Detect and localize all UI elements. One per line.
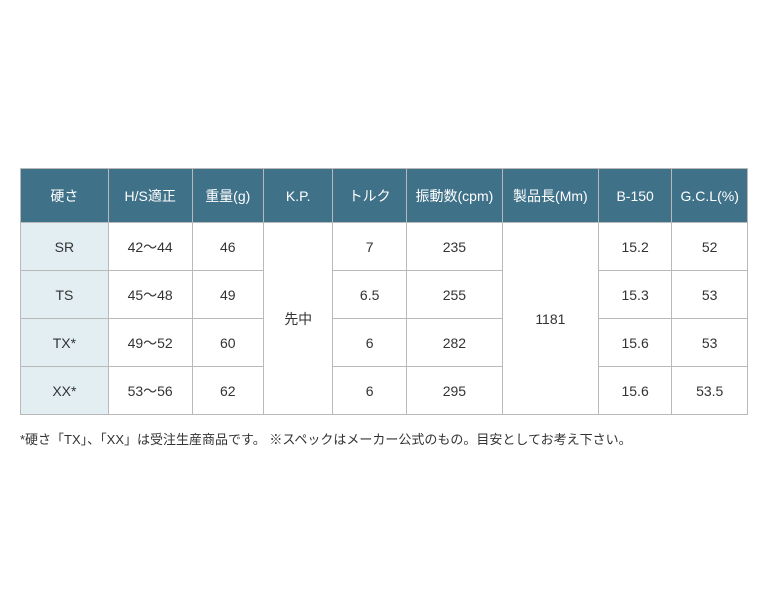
spec-table: 硬さ H/S適正 重量(g) K.P. トルク 振動数(cpm) 製品長(Mm)… — [20, 168, 748, 415]
cell-weight: 49 — [192, 271, 263, 319]
cell-hardness: TS — [21, 271, 109, 319]
footnote: *硬さ「TX」、「XX」は受注生産商品です。 ※スペックはメーカー公式のもの。目… — [20, 429, 748, 448]
cell-weight: 60 — [192, 319, 263, 367]
cell-hs: 53〜56 — [108, 367, 192, 415]
header-hs: H/S適正 — [108, 169, 192, 223]
cell-hs: 45〜48 — [108, 271, 192, 319]
cell-b150: 15.6 — [598, 319, 672, 367]
cell-gcl: 52 — [672, 223, 748, 271]
cell-cpm: 235 — [406, 223, 502, 271]
cell-b150: 15.3 — [598, 271, 672, 319]
cell-b150: 15.6 — [598, 367, 672, 415]
cell-gcl: 53 — [672, 319, 748, 367]
cell-weight: 46 — [192, 223, 263, 271]
cell-b150: 15.2 — [598, 223, 672, 271]
cell-weight: 62 — [192, 367, 263, 415]
cell-torque: 6.5 — [333, 271, 407, 319]
table-row: TS 45〜48 49 6.5 255 15.3 53 — [21, 271, 748, 319]
table-row: SR 42〜44 46 先中 7 235 1181 15.2 52 — [21, 223, 748, 271]
header-torque: トルク — [333, 169, 407, 223]
cell-hardness: XX* — [21, 367, 109, 415]
cell-gcl: 53 — [672, 271, 748, 319]
cell-length-merged: 1181 — [502, 223, 598, 415]
table-row: TX* 49〜52 60 6 282 15.6 53 — [21, 319, 748, 367]
header-kp: K.P. — [263, 169, 332, 223]
cell-kp-merged: 先中 — [263, 223, 332, 415]
header-hardness: 硬さ — [21, 169, 109, 223]
cell-hs: 49〜52 — [108, 319, 192, 367]
table-row: XX* 53〜56 62 6 295 15.6 53.5 — [21, 367, 748, 415]
cell-gcl: 53.5 — [672, 367, 748, 415]
cell-cpm: 295 — [406, 367, 502, 415]
cell-torque: 6 — [333, 319, 407, 367]
cell-hardness: SR — [21, 223, 109, 271]
cell-hardness: TX* — [21, 319, 109, 367]
header-row: 硬さ H/S適正 重量(g) K.P. トルク 振動数(cpm) 製品長(Mm)… — [21, 169, 748, 223]
header-weight: 重量(g) — [192, 169, 263, 223]
cell-hs: 42〜44 — [108, 223, 192, 271]
cell-torque: 6 — [333, 367, 407, 415]
cell-torque: 7 — [333, 223, 407, 271]
header-b150: B-150 — [598, 169, 672, 223]
cell-cpm: 255 — [406, 271, 502, 319]
header-length: 製品長(Mm) — [502, 169, 598, 223]
cell-cpm: 282 — [406, 319, 502, 367]
header-gcl: G.C.L(%) — [672, 169, 748, 223]
header-cpm: 振動数(cpm) — [406, 169, 502, 223]
